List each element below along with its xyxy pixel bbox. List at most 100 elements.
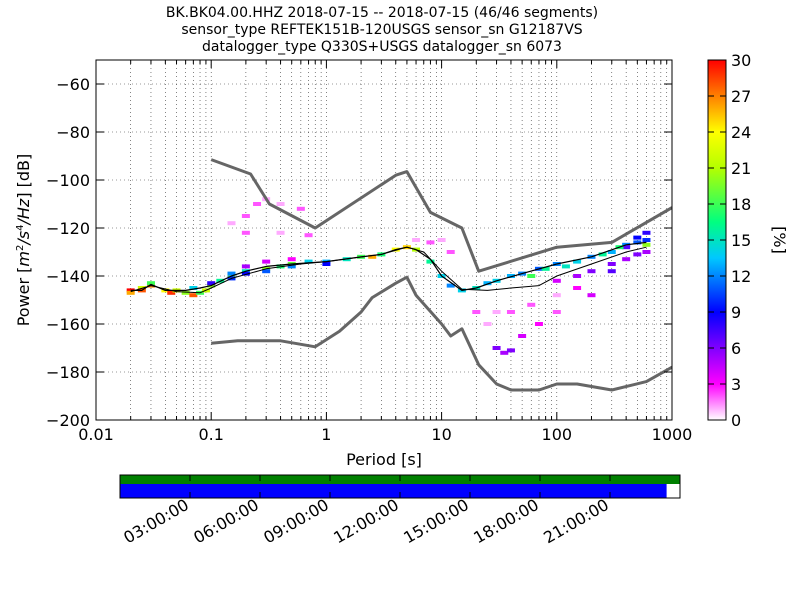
time-coverage-axis: 03:00:0006:00:0009:00:0012:00:0015:00:00… — [119, 474, 681, 547]
histogram-cell — [253, 202, 262, 206]
histogram-cell — [506, 348, 515, 353]
y-tick-label: −80 — [56, 123, 90, 142]
colorbar-tick-label: 12 — [731, 267, 751, 286]
histogram-cell — [189, 293, 198, 298]
plot-frame — [95, 59, 673, 421]
colorbar-tick-label: 24 — [731, 123, 751, 142]
histogram-cell — [518, 334, 527, 338]
y-tick-label: −200 — [46, 411, 90, 430]
histogram-cell — [483, 281, 492, 286]
coverage-bar-bottom — [120, 484, 667, 498]
histogram-cell — [607, 250, 616, 254]
histogram-cell — [304, 233, 313, 238]
histogram-cell — [607, 262, 616, 266]
y-axis-label: Power [m2/s4/Hz] [dB] — [14, 154, 33, 327]
histogram-cell — [642, 250, 651, 254]
histogram-cell — [642, 238, 651, 242]
histogram-cell — [598, 252, 607, 257]
histogram-cell — [642, 242, 651, 247]
x-tick-label: 1 — [321, 425, 331, 444]
histogram-cell — [227, 221, 236, 226]
noise-model-low-line — [211, 275, 672, 392]
histogram-cell — [322, 262, 331, 266]
histogram-cell — [633, 240, 642, 245]
histogram-cell — [573, 274, 582, 278]
histogram-cell — [276, 202, 285, 206]
histogram-cell — [573, 286, 582, 290]
histogram-cell — [622, 257, 631, 262]
histogram-cell — [472, 310, 481, 314]
histogram-cell — [527, 274, 536, 278]
colorbar-tick-label: 18 — [731, 195, 751, 214]
histogram-cell — [642, 230, 651, 235]
colorbar-tick-label: 3 — [731, 375, 741, 394]
histogram-cell — [527, 302, 536, 307]
chart-title-line: BK.BK04.00.HHZ 2018-07-15 -- 2018-07-15 … — [166, 5, 598, 21]
histogram-cell — [534, 322, 543, 326]
histogram-cell — [412, 238, 421, 242]
histogram-cell — [561, 264, 570, 269]
chart-subtitle-line: datalogger_type Q330S+USGS datalogger_sn… — [202, 39, 562, 55]
histogram-cell — [506, 310, 515, 314]
histogram-cell — [287, 257, 296, 262]
colorbar-tick-label: 9 — [731, 303, 741, 322]
time-tick-label: 12:00:00 — [330, 495, 402, 547]
mode-curve-line — [130, 241, 647, 291]
x-tick-label: 10 — [431, 425, 451, 444]
histogram-cell — [552, 293, 561, 298]
histogram-cell — [241, 230, 250, 235]
histogram-cells — [126, 197, 651, 355]
histogram-cell — [541, 266, 550, 271]
histogram-cell — [126, 290, 135, 295]
colorbar-tick-label: 6 — [731, 339, 741, 358]
histogram-cell — [276, 230, 285, 235]
x-tick-label: 0.1 — [198, 425, 223, 444]
histogram-cell — [552, 278, 561, 283]
grid — [95, 60, 672, 421]
y-tick-label: −140 — [46, 267, 90, 286]
histogram-cell — [167, 290, 176, 295]
x-tick-label: 0.01 — [78, 425, 114, 444]
histogram-cell — [633, 252, 642, 257]
colorbar: 0 3 6 9 12 15 18 21 24 27 30 [%] — [707, 51, 789, 430]
colorbar-label: [%] — [770, 226, 789, 254]
histogram-cell — [446, 283, 455, 288]
x-axis-label: Period [s] — [346, 450, 422, 469]
time-tick-label: 06:00:00 — [190, 495, 262, 547]
histogram-cell — [483, 322, 492, 326]
histogram-cell — [622, 245, 631, 250]
histogram-cell — [227, 271, 236, 276]
histogram-cell — [446, 250, 455, 254]
histogram-cell — [437, 238, 446, 242]
histogram-cell — [500, 350, 509, 355]
histogram-cell — [296, 206, 305, 211]
histogram-cell — [241, 214, 250, 218]
histogram-cell — [241, 271, 250, 276]
colorbar-tick-label: 0 — [731, 411, 741, 430]
histogram-cell — [506, 274, 515, 278]
chart-title: BK.BK04.00.HHZ 2018-07-15 -- 2018-07-15 … — [166, 5, 598, 55]
histogram-cell — [492, 346, 501, 350]
histogram-cell — [262, 259, 271, 264]
y-tick-label: −120 — [46, 219, 90, 238]
y-tick-label: −60 — [56, 75, 90, 94]
y-axis: −200 −180 −160 −140 −120 −100 −80 −60 — [46, 75, 672, 430]
histogram-cell — [492, 310, 501, 314]
histogram-cell — [587, 293, 596, 298]
y-tick-label: −180 — [46, 363, 90, 382]
time-tick-label: 15:00:00 — [400, 495, 472, 547]
histogram-cell — [181, 290, 190, 295]
chart-subtitle-line: sensor_type REFTEK151B-120USGS sensor_sn… — [181, 22, 582, 38]
histogram-cell — [552, 310, 561, 314]
histogram-cell — [633, 235, 642, 240]
y-tick-label: −160 — [46, 315, 90, 334]
x-axis: 0.01 0.1 1 10 100 1000 — [78, 60, 692, 444]
colorbar-tick-label: 21 — [731, 159, 751, 178]
time-tick-label: 18:00:00 — [470, 495, 542, 547]
colorbar-tick-label: 27 — [731, 87, 751, 106]
histogram-cell — [207, 281, 216, 286]
histogram-cell — [287, 264, 296, 269]
histogram-cell — [304, 259, 313, 264]
histogram-cell — [126, 288, 135, 293]
colorbar-ticks: 0 3 6 9 12 15 18 21 24 27 30 — [708, 51, 751, 430]
